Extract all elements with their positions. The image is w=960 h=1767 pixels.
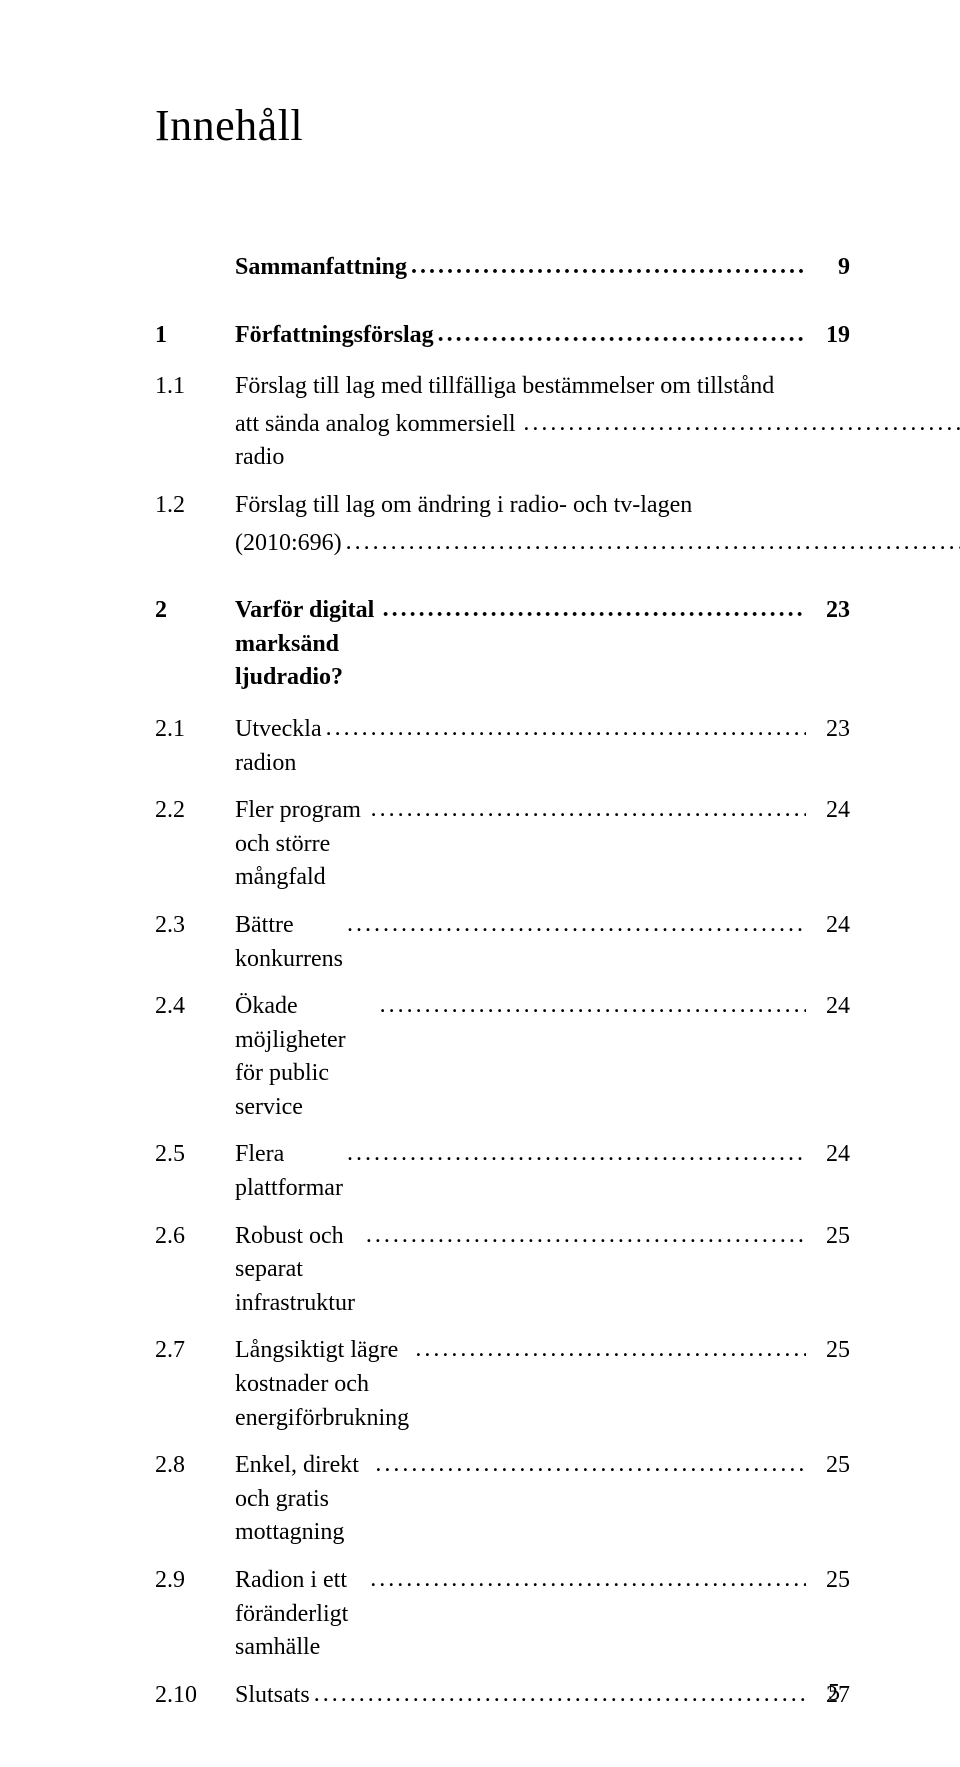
toc-entry: 2.6Robust och separat infrastruktur.....… <box>155 1220 850 1321</box>
toc-leader-dots: ........................................… <box>415 1333 806 1367</box>
toc-entry-line2-row: (2010:696)..............................… <box>235 527 960 561</box>
toc-entry: 2.2Fler program och större mångfald.....… <box>155 794 850 895</box>
toc-entry-label: Långsiktigt lägre kostnader och energifö… <box>235 1334 411 1435</box>
toc-leader-dots: ........................................… <box>383 593 806 627</box>
toc-entry-label: Flera plattformar <box>235 1138 343 1205</box>
toc-entry-number: 2.8 <box>155 1449 235 1483</box>
toc-entry-page: 24 <box>810 909 850 943</box>
toc-leader-dots: ........................................… <box>346 526 960 560</box>
toc-leader-dots: ........................................… <box>370 1563 806 1597</box>
toc-entry-page: 23 <box>810 713 850 747</box>
toc-entry-label: Sammanfattning <box>235 251 407 285</box>
toc-entry-number: 1 <box>155 319 235 353</box>
toc-entry-page: 24 <box>810 990 850 1024</box>
toc-entry-page: 24 <box>810 794 850 828</box>
toc-entry-page: 25 <box>810 1220 850 1254</box>
toc-entry-label: Radion i ett föränderligt samhälle <box>235 1564 366 1665</box>
toc-entry: 2.8Enkel, direkt och gratis mottagning..… <box>155 1449 850 1550</box>
toc-entry-label: Bättre konkurrens <box>235 909 343 976</box>
toc-entry-label-line1: Förslag till lag med tillfälliga bestämm… <box>235 370 960 404</box>
toc-entry-number: 2.2 <box>155 794 235 828</box>
toc-entry-number: 1.2 <box>155 489 235 523</box>
toc-entry-page: 24 <box>810 1138 850 1172</box>
toc-entry-page: 23 <box>810 594 850 628</box>
page-title: Innehåll <box>155 100 850 151</box>
toc-entry-number: 2.5 <box>155 1138 235 1172</box>
toc-entry-number: 2.10 <box>155 1679 235 1713</box>
toc-leader-dots: ........................................… <box>366 1219 806 1253</box>
toc-leader-dots: ........................................… <box>523 407 960 441</box>
toc-leader-dots: ........................................… <box>438 318 806 352</box>
toc-entry: 2.1Utveckla radion......................… <box>155 713 850 780</box>
toc-entry-number: 2.3 <box>155 909 235 943</box>
toc-entry-page: 25 <box>810 1334 850 1368</box>
toc-leader-dots: ........................................… <box>411 250 806 284</box>
toc-entry-line2-row: att sända analog kommersiell radio......… <box>235 408 960 475</box>
toc-entry-label: Ökade möjligheter för public service <box>235 990 376 1124</box>
toc-entry-page: 19 <box>810 319 850 353</box>
toc-entry-number: 1.1 <box>155 370 235 404</box>
toc-entry-label: Robust och separat infrastruktur <box>235 1220 362 1321</box>
toc-entry-page: 25 <box>810 1564 850 1598</box>
toc-entry-page: 25 <box>810 1449 850 1483</box>
toc-entry-page: 9 <box>810 251 850 285</box>
toc-entry: 2.10Slutsats............................… <box>155 1679 850 1713</box>
toc-entry-label: Utveckla radion <box>235 713 322 780</box>
toc-entry: 2.4Ökade möjligheter för public service.… <box>155 990 850 1124</box>
toc-entry: 1.2Förslag till lag om ändring i radio- … <box>155 489 850 560</box>
toc-leader-dots: ........................................… <box>347 908 806 942</box>
toc-leader-dots: ........................................… <box>326 712 806 746</box>
toc-entry-label: Fler program och större mångfald <box>235 794 367 895</box>
toc-leader-dots: ........................................… <box>314 1678 806 1712</box>
toc-entry: 1.1Förslag till lag med tillfälliga best… <box>155 370 850 475</box>
toc-leader-dots: ........................................… <box>347 1137 806 1171</box>
toc-entry-number: 2.7 <box>155 1334 235 1368</box>
toc-leader-dots: ........................................… <box>375 1448 806 1482</box>
toc-entry-number: 2.4 <box>155 990 235 1024</box>
toc-entry-number: 2.6 <box>155 1220 235 1254</box>
toc-entry: Sammanfattning..........................… <box>155 251 850 285</box>
toc-entry-multiline: Förslag till lag med tillfälliga bestämm… <box>235 370 960 475</box>
toc-leader-dots: ........................................… <box>371 793 806 827</box>
toc-entry-number: 2 <box>155 594 235 628</box>
toc-entry-number: 2.1 <box>155 713 235 747</box>
toc-entry-label: Enkel, direkt och gratis mottagning <box>235 1449 371 1550</box>
toc-entry-label-line2: att sända analog kommersiell radio <box>235 408 519 475</box>
toc-entry-multiline: Förslag till lag om ändring i radio- och… <box>235 489 960 560</box>
toc-entry: 2.3Bättre konkurrens....................… <box>155 909 850 976</box>
toc-entry: 2.9Radion i ett föränderligt samhälle...… <box>155 1564 850 1665</box>
toc-entry-label-line2: (2010:696) <box>235 527 342 561</box>
page-number-footer: 5 <box>828 1680 840 1707</box>
toc-entry-label: Författningsförslag <box>235 319 434 353</box>
toc-entry: 1Författningsförslag....................… <box>155 319 850 353</box>
toc-entry-label-line1: Förslag till lag om ändring i radio- och… <box>235 489 960 523</box>
toc-entry: 2Varför digital marksänd ljudradio?.....… <box>155 594 850 695</box>
toc-entry: 2.5Flera plattformar....................… <box>155 1138 850 1205</box>
toc-entry-label: Slutsats <box>235 1679 310 1713</box>
toc-entry-label: Varför digital marksänd ljudradio? <box>235 594 379 695</box>
toc-leader-dots: ........................................… <box>380 989 806 1023</box>
table-of-contents: Sammanfattning..........................… <box>155 251 850 1712</box>
toc-entry-number: 2.9 <box>155 1564 235 1598</box>
toc-entry: 2.7Långsiktigt lägre kostnader och energ… <box>155 1334 850 1435</box>
